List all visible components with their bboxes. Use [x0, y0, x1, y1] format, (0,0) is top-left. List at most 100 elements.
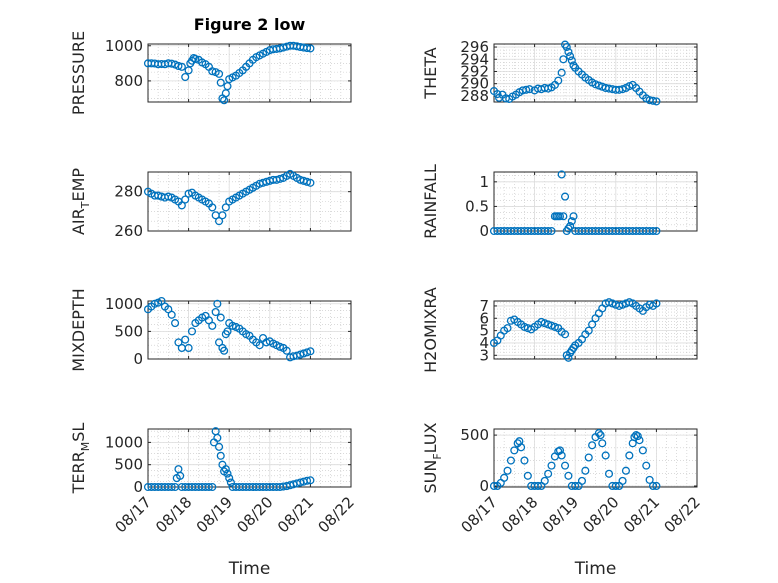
data-point	[302, 348, 312, 357]
y-axis-label: RAINFALL	[421, 164, 440, 239]
y-tick-label: 1000	[105, 37, 143, 55]
data-point	[187, 327, 197, 336]
axes-frame	[147, 300, 352, 360]
data-point	[208, 203, 217, 212]
y-tick-label: 0	[479, 477, 489, 495]
data-point	[500, 473, 509, 482]
y-tick-label: 500	[460, 426, 489, 444]
data-point	[255, 341, 264, 350]
axes-frame	[147, 43, 352, 103]
data-point	[633, 432, 642, 441]
y-axis-label: TERRMSL	[69, 423, 92, 495]
axes-frame	[493, 428, 698, 488]
y-axis-label: SUNFLUX	[421, 422, 444, 493]
data-point	[635, 436, 644, 445]
data-point	[652, 299, 661, 308]
data-point	[221, 203, 230, 212]
data-point	[648, 481, 658, 491]
y-tick-label: 294	[460, 50, 489, 68]
data-point	[177, 201, 186, 210]
data-point	[557, 451, 566, 460]
data-point	[523, 471, 532, 480]
data-point	[560, 461, 570, 470]
data-point	[282, 346, 291, 355]
data-point	[208, 482, 217, 492]
data-point	[510, 446, 519, 455]
data-point	[648, 96, 658, 105]
data-point	[208, 67, 217, 76]
data-point	[566, 222, 575, 231]
data-point	[306, 476, 315, 485]
data-point	[554, 76, 563, 85]
data-point	[216, 451, 225, 460]
y-tick-label: 0	[479, 222, 489, 240]
data-point	[167, 482, 176, 492]
data-point	[223, 327, 232, 336]
data-point	[184, 343, 193, 353]
y-tick-label: 1000	[105, 433, 143, 451]
data-point	[213, 299, 222, 308]
data-point	[191, 54, 200, 63]
data-point	[204, 482, 213, 492]
y-tick-label: 5	[479, 322, 489, 340]
data-point	[638, 446, 647, 455]
data-point	[533, 481, 543, 491]
y-tick-label: 6	[479, 309, 489, 327]
y-tick-label: 500	[114, 456, 143, 474]
y-tick-label: 4	[479, 334, 489, 352]
data-point	[503, 324, 512, 333]
data-point	[547, 461, 556, 470]
data-point	[215, 442, 224, 451]
data-point	[221, 465, 230, 474]
data-point	[174, 61, 183, 71]
data-point	[503, 466, 512, 475]
data-point	[525, 85, 534, 94]
data-point	[517, 443, 526, 452]
y-tick-label: 290	[460, 75, 489, 93]
data-point	[306, 44, 315, 53]
chart-title: Figure 2 low	[194, 15, 306, 34]
axes-frame	[493, 300, 698, 360]
data-point	[181, 72, 190, 82]
x-axis-label: Time	[228, 559, 271, 579]
data-point	[625, 451, 634, 460]
y-axis-label: MIXDEPTH	[69, 288, 88, 371]
data-point	[275, 342, 285, 351]
data-point	[648, 226, 658, 236]
data-point	[652, 481, 661, 491]
subplot-5: 0 500 1000 MIXDEPTH	[69, 288, 352, 372]
data-point	[306, 347, 315, 356]
data-point	[150, 299, 159, 308]
y-tick-label: 292	[460, 62, 489, 80]
y-tick-label: 288	[460, 87, 489, 105]
data-point	[567, 56, 576, 65]
y-tick-label: 0.5	[465, 197, 489, 215]
y-tick-label: 280	[114, 183, 143, 201]
data-point	[557, 68, 566, 77]
data-point	[223, 469, 232, 478]
data-point	[562, 43, 571, 52]
data-point	[164, 192, 173, 201]
subplot-3: 260 280 AIRTEMP	[69, 168, 352, 240]
data-point	[215, 217, 224, 226]
y-axis-label: PRESSURE	[69, 31, 88, 115]
data-point	[584, 326, 593, 335]
data-point	[566, 52, 575, 61]
data-point	[167, 310, 176, 319]
y-tick-label: 3	[479, 346, 489, 364]
x-axis-label: Time	[574, 559, 617, 579]
data-point	[560, 330, 570, 339]
data-point	[645, 475, 654, 484]
data-point	[211, 307, 220, 317]
data-point	[544, 226, 553, 236]
data-point	[218, 211, 227, 220]
y-axis-label: AIRTEMP	[69, 168, 92, 235]
y-tick-label: 260	[114, 222, 143, 240]
axes-frame	[493, 43, 698, 103]
data-point	[557, 170, 566, 179]
data-point	[208, 321, 217, 330]
data-point	[216, 78, 225, 87]
y-tick-label: 500	[114, 322, 143, 340]
